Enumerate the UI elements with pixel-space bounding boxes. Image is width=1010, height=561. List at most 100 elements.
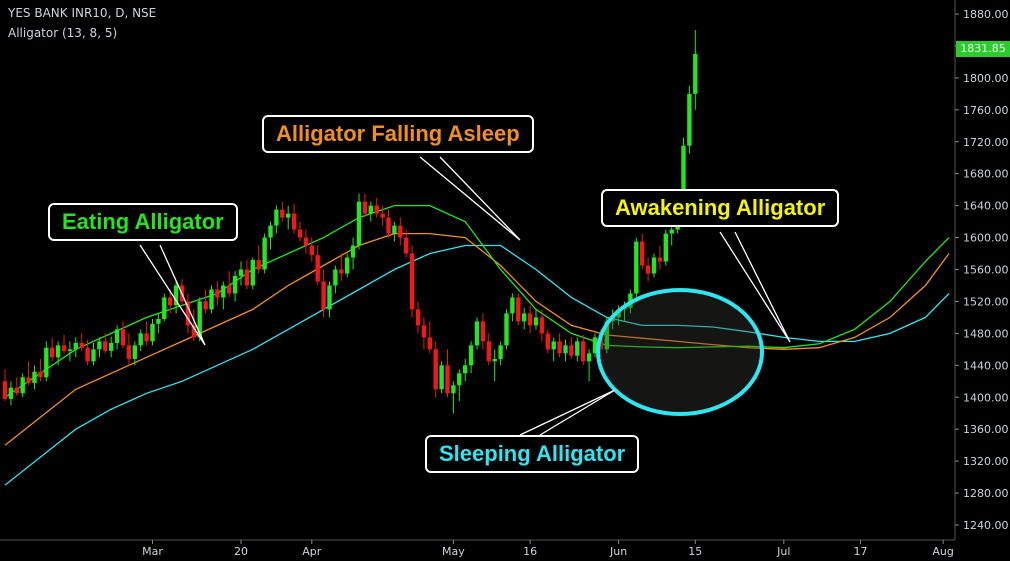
candle-body <box>380 213 385 218</box>
candle <box>73 337 78 358</box>
price-tick-label: 1520.00 <box>963 295 1009 308</box>
eating-alligator-callout: Eating Alligator <box>48 203 238 241</box>
time-tick-label: Aug <box>932 545 953 558</box>
eating-pointer <box>139 244 206 346</box>
candle <box>468 341 474 374</box>
sleeping-pointer <box>519 389 616 436</box>
candle-body <box>421 325 427 338</box>
candle-body <box>268 225 273 238</box>
candle-body <box>439 365 444 390</box>
candle-body <box>522 313 527 322</box>
candle <box>380 205 385 226</box>
candle-body <box>197 301 202 338</box>
candle-body <box>297 229 303 238</box>
candle-body <box>551 341 556 350</box>
candle <box>463 358 468 382</box>
awakening-pointer <box>719 231 791 343</box>
last-price-tag: 1831.85 <box>956 41 1010 57</box>
candle-body <box>291 213 297 230</box>
candle-body <box>274 209 279 226</box>
candle-body <box>2 381 8 399</box>
candle <box>374 197 379 218</box>
candle <box>26 361 31 386</box>
candle-body <box>345 257 350 274</box>
price-tick-label: 1880.00 <box>963 8 1009 21</box>
candle <box>274 205 279 234</box>
candle-body <box>492 358 497 362</box>
candle-body <box>392 225 397 234</box>
candle <box>569 337 574 359</box>
teeth-line <box>4 232 950 446</box>
candle-body <box>256 259 261 270</box>
candle <box>209 285 214 314</box>
candle <box>91 342 96 366</box>
price-tick-label: 1480.00 <box>963 327 1009 340</box>
indicator-title[interactable]: Alligator (13, 8, 5) <box>8 26 118 40</box>
price-tick-label: 1240.00 <box>963 519 1009 532</box>
candle <box>61 334 67 354</box>
candle-body <box>545 333 550 350</box>
candle-body <box>156 319 161 324</box>
candle <box>409 245 415 318</box>
candle <box>50 337 55 362</box>
candle-body <box>67 349 73 351</box>
candle <box>415 301 421 334</box>
candle <box>445 349 450 398</box>
time-tick-label: Jul <box>776 545 790 558</box>
candle-body <box>20 377 25 394</box>
candle <box>20 373 25 398</box>
candle <box>291 204 297 234</box>
candle-body <box>486 341 491 362</box>
candle <box>179 279 185 306</box>
candle-body <box>168 297 173 306</box>
candle-body <box>209 289 214 310</box>
sleeping-alligator-callout: Sleeping Alligator <box>425 435 640 473</box>
candle <box>339 253 344 282</box>
price-tick-label: 1760.00 <box>963 104 1009 117</box>
candle <box>610 309 615 330</box>
candle <box>516 293 521 326</box>
candle <box>150 319 155 346</box>
candle-body <box>173 285 179 306</box>
candle-body <box>640 241 645 266</box>
candle <box>138 329 143 351</box>
candle <box>350 237 356 270</box>
candle <box>191 309 196 342</box>
candle <box>362 193 368 218</box>
candle-body <box>480 321 486 342</box>
price-tick-label: 1560.00 <box>963 264 1009 277</box>
time-tick-label: Jun <box>609 545 627 558</box>
candle-body <box>114 329 120 343</box>
candle <box>433 341 438 398</box>
candle-body <box>427 337 432 350</box>
candle <box>527 305 533 334</box>
candle-body <box>592 337 598 354</box>
candle <box>250 257 255 290</box>
candle <box>539 309 545 342</box>
candle-body <box>280 209 285 218</box>
candle-body <box>598 337 604 350</box>
candle-body <box>120 329 126 346</box>
price-tick-label: 1720.00 <box>963 136 1009 149</box>
candle <box>474 317 480 350</box>
time-tick-label: Apr <box>302 545 322 558</box>
candle <box>2 369 8 402</box>
candle <box>522 307 527 330</box>
candle <box>356 193 362 250</box>
candle-body <box>144 333 149 342</box>
candle-body <box>85 347 90 362</box>
candle <box>238 261 244 286</box>
candle <box>162 293 167 322</box>
candle <box>221 281 226 310</box>
candle-body <box>232 275 238 294</box>
candle-body <box>651 257 657 274</box>
candle <box>333 265 338 294</box>
candle-body <box>569 345 574 356</box>
falling-asleep-callout: Alligator Falling Asleep <box>262 115 534 153</box>
candle <box>575 337 580 362</box>
candle <box>132 341 137 366</box>
candle <box>439 361 444 394</box>
candle <box>327 281 332 318</box>
candle <box>8 381 14 406</box>
